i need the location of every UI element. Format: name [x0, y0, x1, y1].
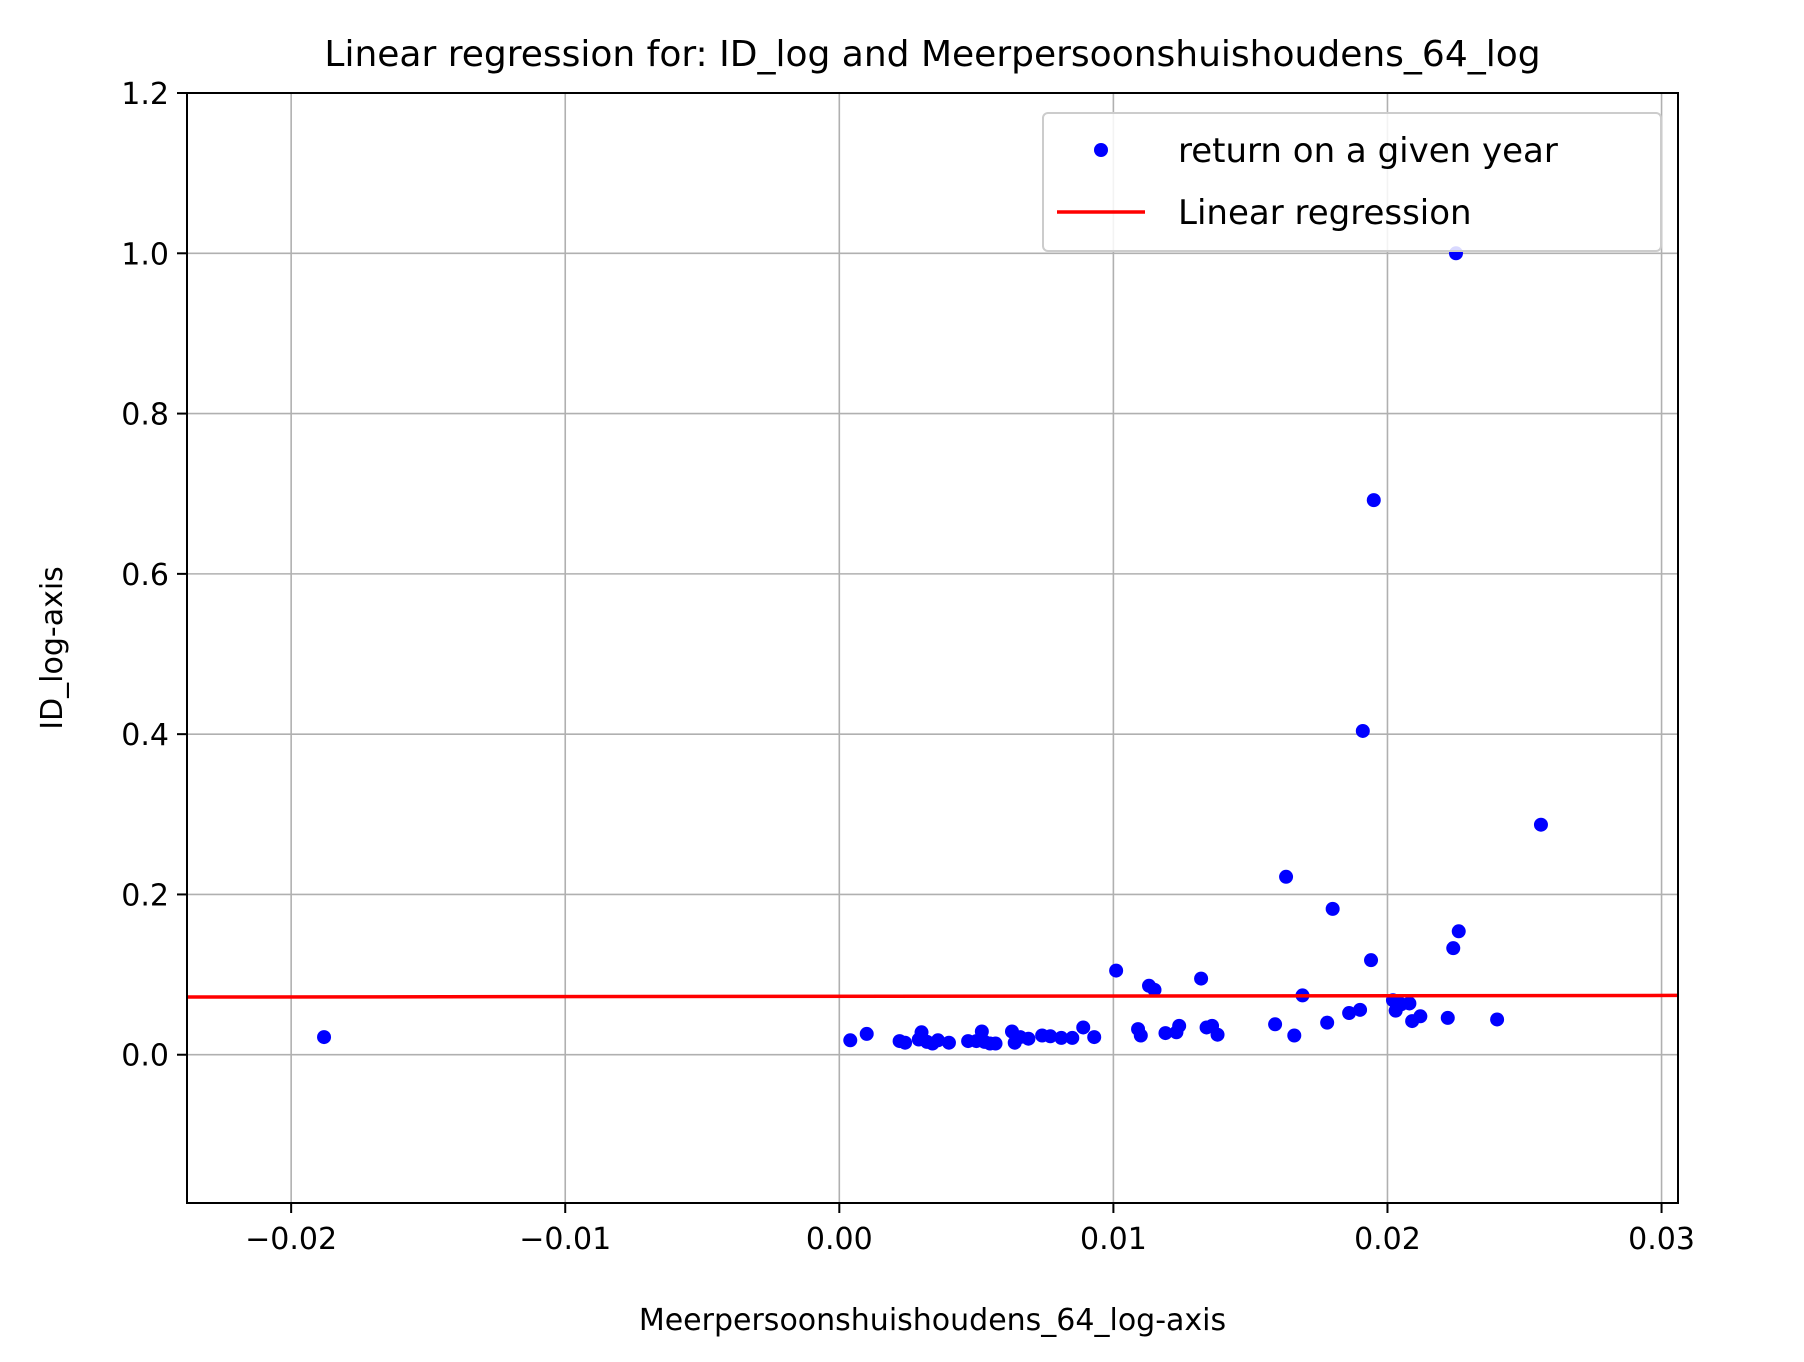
data-point [1109, 963, 1124, 978]
data-point [1440, 1010, 1455, 1025]
legend-marker-scatter [1094, 143, 1108, 157]
data-point [1279, 869, 1294, 884]
y-tick-label: 1.0 [121, 237, 169, 272]
data-point [1446, 941, 1461, 956]
data-point [1076, 1020, 1091, 1035]
data-point [988, 1036, 1003, 1051]
data-point [1413, 1009, 1428, 1024]
data-point [1133, 1028, 1148, 1043]
data-point [1043, 1029, 1058, 1044]
y-tick-label: 1.2 [121, 77, 169, 112]
data-point [1172, 1018, 1187, 1033]
data-point [898, 1035, 913, 1050]
data-point [1054, 1030, 1069, 1045]
data-point [1087, 1030, 1102, 1045]
data-point [1364, 953, 1379, 968]
data-point [843, 1033, 858, 1048]
data-point [930, 1033, 945, 1048]
legend: return on a given year Linear regression [1042, 112, 1662, 252]
y-tick-label: 0.8 [121, 398, 169, 433]
x-tick-label: −0.01 [519, 1222, 611, 1257]
data-point [1366, 493, 1381, 508]
y-tick-label: 0.2 [121, 878, 169, 913]
legend-label-scatter: return on a given year [1178, 131, 1558, 171]
data-point [1194, 971, 1209, 986]
plot-frame [186, 92, 1679, 1204]
y-tick-label: 0.4 [121, 718, 169, 753]
data-point [1158, 1026, 1173, 1041]
x-tick-label: 0.02 [1354, 1222, 1421, 1257]
data-point [1451, 924, 1466, 939]
y-tick-label: 0.0 [121, 1039, 169, 1074]
data-point [859, 1026, 874, 1041]
grid-lines [187, 92, 1678, 1203]
x-axis-label: Meerpersoonshuishoudens_64_log-axis [639, 1303, 1226, 1338]
legend-label-line: Linear regression [1178, 193, 1472, 233]
data-point [317, 1030, 332, 1045]
regression-line [186, 993, 1679, 999]
data-point [1065, 1030, 1080, 1045]
data-point [1320, 1015, 1335, 1030]
x-tick-label: 0.01 [1080, 1222, 1147, 1257]
chart-title: Linear regression for: ID_log and Meerpe… [324, 34, 1540, 75]
data-point [1210, 1027, 1225, 1042]
data-point [1342, 1006, 1357, 1021]
data-point [1533, 817, 1548, 832]
x-tick-label: 0.00 [806, 1222, 873, 1257]
data-point [1353, 1002, 1368, 1017]
data-point [1402, 996, 1417, 1011]
data-point [1287, 1028, 1302, 1043]
legend-box [1042, 112, 1662, 252]
y-axis-label: ID_log-axis [35, 566, 70, 730]
data-point [1325, 901, 1340, 916]
data-point [1268, 1017, 1283, 1032]
x-tick-label: 0.03 [1628, 1222, 1695, 1257]
y-tick-label: 0.6 [121, 558, 169, 593]
axis-ticks: −0.02 −0.01 0.00 0.01 0.02 0.03 0.0 0.2 0.4 0.6 0.… [121, 77, 1695, 1257]
data-layer [186, 246, 1679, 1051]
data-point [1490, 1012, 1505, 1027]
data-point [941, 1035, 956, 1050]
data-point [1355, 723, 1370, 738]
data-point [1147, 982, 1162, 997]
x-tick-label: −0.02 [245, 1222, 337, 1257]
data-point [1021, 1031, 1036, 1046]
